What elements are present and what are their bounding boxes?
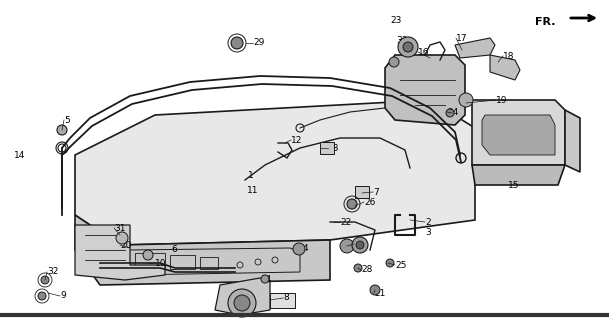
Polygon shape [455,38,495,58]
Text: 1: 1 [248,171,254,180]
Polygon shape [565,110,580,172]
Text: 3: 3 [425,228,431,236]
Text: 24: 24 [447,108,458,116]
Circle shape [41,276,49,284]
Polygon shape [482,115,555,155]
Circle shape [228,289,256,317]
Circle shape [354,264,362,272]
Text: 30: 30 [354,239,365,249]
Circle shape [340,239,354,253]
Circle shape [143,250,153,260]
Polygon shape [472,100,565,165]
Text: 25: 25 [395,260,406,269]
Text: 20: 20 [120,241,132,250]
Polygon shape [215,278,270,315]
Text: 6: 6 [171,244,177,253]
Circle shape [459,93,473,107]
Text: 9: 9 [60,292,66,300]
Polygon shape [75,215,330,285]
Text: 27: 27 [237,308,248,316]
Circle shape [398,37,418,57]
Text: 33: 33 [396,36,407,44]
Text: 32: 32 [47,268,58,276]
Polygon shape [75,225,165,280]
Text: 17: 17 [456,34,468,43]
Bar [135,253,165,269]
Circle shape [352,237,368,253]
Bar [170,255,195,269]
Bar [320,142,334,154]
Bar [200,257,218,269]
Bar [270,293,295,308]
Circle shape [403,42,413,52]
Text: 11: 11 [247,186,258,195]
Circle shape [116,232,128,244]
Text: 22: 22 [340,218,351,227]
Text: 14: 14 [14,150,26,159]
Circle shape [356,241,364,249]
Text: 21: 21 [374,289,385,298]
Text: 19: 19 [496,95,507,105]
Circle shape [446,109,454,117]
Text: FR.: FR. [535,17,555,27]
Text: 12: 12 [291,135,303,145]
Polygon shape [385,55,465,125]
Text: 5: 5 [64,116,70,124]
Polygon shape [75,100,475,245]
Text: 28: 28 [361,266,372,275]
Circle shape [347,199,357,209]
Text: 26: 26 [364,197,375,206]
Text: 34: 34 [260,276,272,284]
Circle shape [57,125,67,135]
Text: 7: 7 [373,188,379,196]
Circle shape [386,259,394,267]
Polygon shape [472,165,565,185]
Text: 10: 10 [155,259,166,268]
Circle shape [231,37,243,49]
Text: 4: 4 [303,244,309,252]
Text: 13: 13 [328,143,339,153]
Circle shape [293,243,305,255]
Circle shape [389,57,399,67]
Text: 2: 2 [425,218,431,227]
Text: 29: 29 [253,37,264,46]
Polygon shape [490,55,520,80]
Text: 18: 18 [503,52,515,60]
Circle shape [370,285,380,295]
Text: 16: 16 [418,47,429,57]
Circle shape [234,295,250,311]
Text: 23: 23 [390,15,401,25]
Circle shape [38,292,46,300]
Text: 8: 8 [283,293,289,302]
Circle shape [261,275,269,283]
Text: 15: 15 [508,180,519,189]
Bar [355,186,369,198]
Text: 31: 31 [114,223,125,233]
